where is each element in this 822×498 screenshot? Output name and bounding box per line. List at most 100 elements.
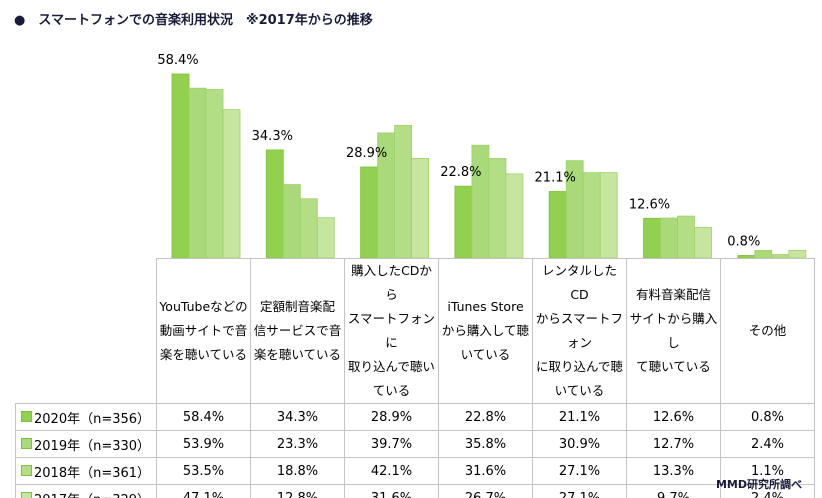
series-label: 2019年（n=330） (15, 430, 157, 458)
table-cell: 9.7% (626, 484, 721, 498)
bar-2019-0 (188, 87, 207, 259)
table-cell: 13.3% (626, 457, 721, 485)
table-cell: 31.6% (438, 457, 533, 485)
series-name: 2019年（n=330） (34, 438, 151, 454)
category-label-line: 信サービスで音 (253, 323, 342, 338)
bar-2019-5 (660, 217, 678, 259)
bar-2020-3 (454, 185, 473, 259)
table-row: 2019年（n=330） 53.9% 23.3% 39.7% 35.8% 30.9% 12.… (15, 430, 815, 458)
bar-2017-0 (222, 109, 241, 259)
bar-2017-5 (694, 227, 712, 259)
series-label: 2018年（n=361） (15, 457, 157, 485)
data-label: 0.8% (727, 234, 760, 249)
category-header: 定額制音楽配 信サービスで音 楽を聴いている (250, 258, 345, 404)
category-header: 有料音楽配信サイトから購入して聴いている (626, 258, 721, 404)
data-label: 12.6% (629, 197, 670, 212)
table-row: 2017年（n=329） 47.1%12.8%31.6%26.7%27.1%9.7… (15, 484, 815, 498)
table-cell: 0.8% (720, 403, 815, 431)
table-cell: 53.5% (156, 457, 251, 485)
category-label-line: 楽を聴いている (159, 347, 248, 362)
data-label: 58.4% (157, 53, 198, 68)
bar-2018-5 (677, 215, 695, 259)
table-row: 2018年（n=361） 53.5% 18.8% 42.1% 31.6% 27.1% 13.… (15, 457, 815, 485)
category-label-line: から購入して聴 (441, 323, 530, 338)
table-cell: 12.7% (626, 430, 721, 458)
series-label: 2020年（n=356） (15, 403, 157, 431)
table-cell: 26.7% (438, 484, 533, 498)
table-cell: 21.1% (532, 403, 627, 431)
category-label-line: 有料音楽配信 (635, 287, 711, 302)
table-cell: 2.4% (720, 484, 815, 498)
bar-chart: 58.4% 34.3% 28.9% 22.8% 21.1% 12.6% 0.8% (157, 53, 807, 259)
table-cell: 28.9% (344, 403, 439, 431)
legend-swatch (21, 437, 32, 449)
data-table: YouTubeなどの 動画サイトで音 楽を聴いている 定額制音楽配 信サービスで音 楽を聴… (15, 258, 815, 498)
data-label: 22.8% (440, 165, 481, 180)
bar-2017-4 (599, 172, 618, 259)
category-label-line: YouTubeなどの (159, 299, 248, 314)
bar-2017-1 (316, 217, 335, 259)
header-row: YouTubeなどの 動画サイトで音 楽を聴いている 定額制音楽配 信サービスで音 楽を聴… (15, 258, 815, 404)
table-cell: 39.7% (344, 430, 439, 458)
bar-2017-2 (411, 158, 430, 259)
category-label-line: ている (372, 383, 411, 398)
table-cell: 34.3% (250, 403, 345, 431)
table-cell: 12.6% (626, 403, 721, 431)
chart-title: ● スマートフォンでの音楽利用状況 ※2017年からの推移 (14, 13, 373, 28)
bar-2020-5 (643, 217, 661, 259)
bar-2018-3 (488, 158, 507, 259)
bar-2019-1 (282, 184, 301, 259)
table-cell: 58.4% (156, 403, 251, 431)
table-cell: 1.1% (720, 457, 815, 485)
bar-2020-2 (360, 166, 379, 259)
bar-2018-4 (582, 172, 601, 259)
bar-2020-0 (171, 73, 190, 259)
category-header: 購入したCDから スマートフォンに取り込んで聴い ている (344, 258, 439, 404)
legend-swatch (21, 491, 32, 498)
category-label-line: いている (460, 347, 511, 362)
series-name: 2020年（n=356） (34, 411, 151, 427)
bar-2017-6 (788, 250, 807, 259)
category-label-line: スマートフォンに (347, 311, 436, 350)
data-label: 28.9% (346, 146, 387, 161)
data-label: 21.1% (535, 171, 576, 186)
series-name: 2017年（n=329） (34, 493, 150, 498)
category-label-line: いている (554, 383, 605, 398)
legend-swatch (21, 410, 32, 422)
table-cell: 30.9% (532, 430, 627, 458)
category-label-line: からスマートフォン (535, 311, 624, 350)
table-row: 2020年（n=356） 58.4% 34.3% 28.9% 22.8% 21.1% 12.… (15, 403, 815, 431)
bar-2019-3 (471, 144, 490, 259)
category-label-line: その他 (748, 323, 787, 338)
category-label-line: に取り込んで聴 (536, 359, 623, 374)
table-cell: 2.4% (720, 430, 815, 458)
series-name: 2018年（n=361） (34, 465, 151, 481)
category-header: iTunes Store から購入して聴 いている (438, 258, 533, 404)
table-cell: 18.8% (250, 457, 345, 485)
header-blank (15, 258, 157, 404)
category-label-line: 楽を聴いている (253, 347, 342, 362)
table-cell: 42.1% (344, 457, 439, 485)
bar-2017-3 (505, 173, 524, 259)
legend-swatch (21, 464, 32, 476)
category-label-line: サイトから購入し (629, 311, 718, 350)
category-label-line: 動画サイトで音 (159, 323, 248, 338)
category-label-line: て聴いている (636, 359, 711, 374)
table-cell: 12.8% (250, 484, 345, 498)
category-label-line: 定額制音楽配 (259, 299, 335, 314)
table-cell: 47.1% (156, 484, 251, 498)
bar-2019-6 (754, 250, 773, 259)
category-label-line: 取り込んで聴い (348, 359, 435, 374)
series-label: 2017年（n=329） (15, 484, 157, 498)
bar-2018-1 (299, 198, 318, 259)
bar-2018-2 (394, 124, 413, 259)
category-label-line: iTunes Store (447, 299, 524, 314)
category-label-line: 購入したCDから (351, 263, 432, 302)
bar-2018-0 (205, 89, 224, 259)
category-header: レンタルしたCD からスマートフォン に取り込んで聴 いている (532, 258, 627, 404)
table-cell: 35.8% (438, 430, 533, 458)
table-cell: 27.1% (532, 484, 627, 498)
bar-2020-4 (548, 191, 567, 259)
table-cell: 27.1% (532, 457, 627, 485)
